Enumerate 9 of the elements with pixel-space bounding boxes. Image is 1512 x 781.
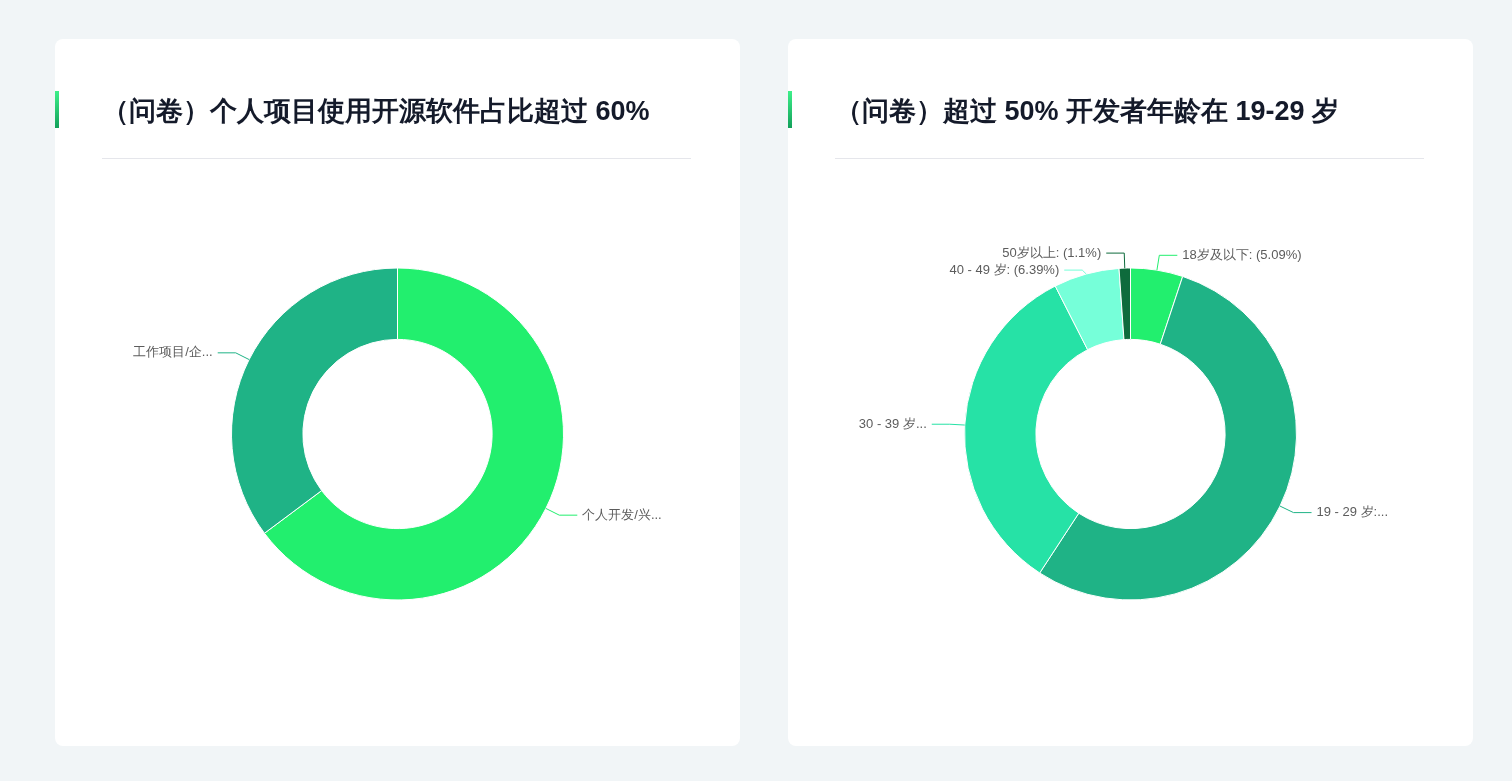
slice-label: 个人开发/兴... (582, 506, 662, 522)
chart-title: （问卷）超过 50% 开发者年龄在 19-29 岁 (835, 95, 1340, 128)
slice-label: 18岁及以下: (5.09%) (1182, 246, 1302, 262)
chart-title: （问卷）个人项目使用开源软件占比超过 60% (102, 95, 650, 128)
slice-label: 30 - 39 岁... (858, 415, 927, 431)
slice-label: 19 - 29 岁:... (1316, 504, 1389, 520)
slice-label: 50岁以上: (1.1%) (1002, 244, 1102, 260)
slice-label: 40 - 49 岁: (6.39%) (949, 261, 1060, 277)
slice-label: 工作项目/企... (133, 344, 213, 360)
